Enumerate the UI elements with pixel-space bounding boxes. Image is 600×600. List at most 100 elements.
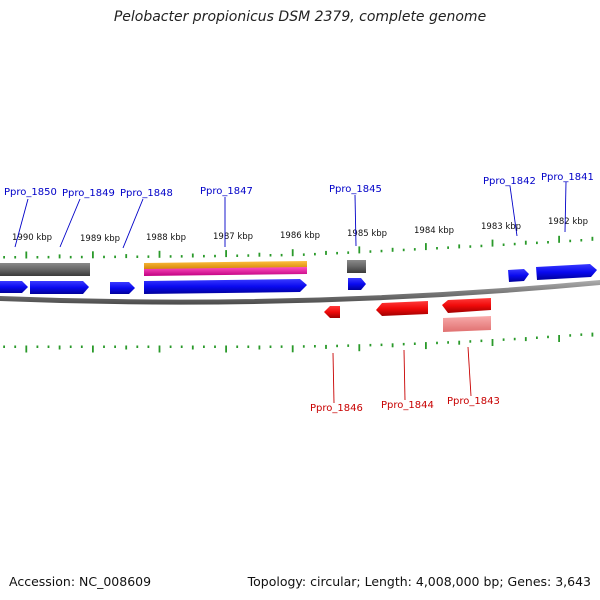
gene-label-forward[interactable]: Ppro_1849	[62, 188, 115, 199]
genome-summary: Topology: circular; Length: 4,008,000 bp…	[247, 574, 591, 589]
genome-title: Pelobacter propionicus DSM 2379, complet…	[113, 9, 487, 25]
scale-tick	[236, 345, 239, 348]
gene-label-reverse[interactable]: Ppro_1843	[447, 396, 500, 407]
gene-label-reverse[interactable]: Ppro_1846	[310, 403, 363, 414]
gene-arrow-reverse[interactable]	[376, 301, 428, 316]
scale-tick	[25, 251, 28, 259]
kbp-label: 1982 kbp	[548, 217, 588, 227]
scale-tick	[513, 242, 516, 246]
gene-label-forward[interactable]: Ppro_1847	[200, 186, 253, 197]
scale-tick	[380, 343, 383, 347]
scale-tick	[402, 248, 405, 252]
scale-tick	[225, 250, 227, 258]
scale-tick	[247, 345, 250, 348]
scale-tick	[69, 345, 72, 348]
scale-tick	[147, 345, 150, 348]
grey-feature[interactable]	[0, 263, 90, 276]
scale-tick	[125, 345, 128, 350]
scale-tick	[413, 248, 416, 251]
gene-arrow-forward[interactable]	[144, 279, 307, 294]
scale-tick	[325, 250, 327, 255]
gene-label-forward[interactable]: Ppro_1850	[4, 187, 57, 198]
kbp-label: 1989 kbp	[80, 234, 120, 244]
scale-tick	[25, 345, 28, 353]
scale-tick	[14, 345, 17, 348]
gene-arrow-reverse[interactable]	[324, 306, 340, 318]
scale-tick	[136, 345, 139, 348]
scale-tick	[524, 337, 527, 342]
scale-tick	[336, 344, 338, 348]
feature-track	[0, 260, 366, 276]
scale-tick	[369, 250, 372, 253]
kbp-label: 1990 kbp	[12, 233, 52, 243]
scale-tick	[380, 249, 383, 253]
scale-tick	[269, 254, 272, 257]
scale-tick	[469, 245, 472, 248]
scale-tick	[114, 255, 116, 259]
scale-tick	[280, 345, 283, 348]
scale-tick	[458, 244, 461, 249]
reverse-feature-light[interactable]	[443, 316, 491, 332]
scale-tick	[203, 254, 205, 258]
scale-tick	[347, 344, 350, 347]
kbp-label: 1987 kbp	[213, 232, 253, 242]
grey-feature[interactable]	[347, 260, 366, 273]
gene-label-forward[interactable]: Ppro_1841	[541, 172, 594, 183]
kbp-label: 1985 kbp	[347, 229, 387, 239]
scale-tick	[236, 254, 239, 257]
gene-label-forward[interactable]: Ppro_1842	[483, 176, 536, 187]
gene-label-forward[interactable]: Ppro_1845	[329, 184, 382, 195]
gene-label-forward[interactable]: Ppro_1848	[120, 188, 173, 199]
scale-tick	[291, 249, 294, 257]
magenta-feature[interactable]	[144, 267, 307, 276]
scale-tick	[447, 341, 449, 344]
accession-label: Accession: NC_008609	[9, 574, 152, 589]
kbp-scale-labels: 1990 kbp 1989 kbp 1988 kbp 1987 kbp 1986…	[12, 217, 588, 244]
gene-arrow-forward[interactable]	[30, 281, 89, 294]
scale-tick	[436, 341, 438, 345]
scale-tick	[58, 345, 61, 350]
scale-tick	[447, 246, 449, 249]
scale-tick	[80, 345, 83, 348]
scale-tick	[458, 340, 461, 345]
scale-tick	[291, 345, 294, 353]
genome-backbone	[0, 280, 600, 305]
scale-tick	[191, 345, 194, 350]
scale-tick	[391, 343, 394, 348]
scale-tick	[58, 254, 61, 259]
reverse-genes	[324, 298, 491, 332]
scale-tick	[280, 253, 283, 257]
gene-arrow-forward[interactable]	[110, 282, 135, 294]
reverse-gene-labels: Ppro_1846 Ppro_1844 Ppro_1843	[310, 346, 500, 414]
scale-tick	[203, 345, 205, 348]
scale-tick	[524, 240, 527, 245]
scale-tick	[480, 339, 483, 343]
scale-tick	[158, 250, 161, 258]
scale-tick	[480, 244, 483, 248]
scale-tick	[180, 345, 183, 348]
scale-tick	[169, 345, 172, 348]
inner-tick-ring	[3, 332, 594, 353]
scale-tick	[469, 340, 472, 343]
gene-arrow-forward[interactable]	[0, 281, 28, 293]
scale-tick	[502, 243, 505, 246]
scale-tick	[591, 236, 594, 241]
outer-tick-ring	[3, 235, 594, 259]
scale-tick	[347, 251, 350, 254]
scale-tick	[591, 332, 594, 337]
gene-arrow-forward[interactable]	[348, 278, 366, 290]
scale-tick	[92, 345, 94, 353]
gene-arrow-reverse[interactable]	[442, 298, 491, 313]
kbp-label: 1988 kbp	[146, 233, 186, 243]
scale-tick	[402, 342, 405, 346]
scale-tick	[558, 335, 560, 342]
scale-tick	[258, 252, 261, 257]
gene-arrow-forward[interactable]	[536, 264, 597, 280]
scale-tick	[136, 255, 139, 258]
scale-tick	[47, 345, 50, 348]
scale-tick	[3, 256, 5, 259]
scale-tick	[425, 342, 427, 350]
gene-arrow-forward[interactable]	[508, 269, 529, 282]
gene-label-reverse[interactable]: Ppro_1844	[381, 400, 434, 411]
scale-tick	[92, 251, 94, 259]
